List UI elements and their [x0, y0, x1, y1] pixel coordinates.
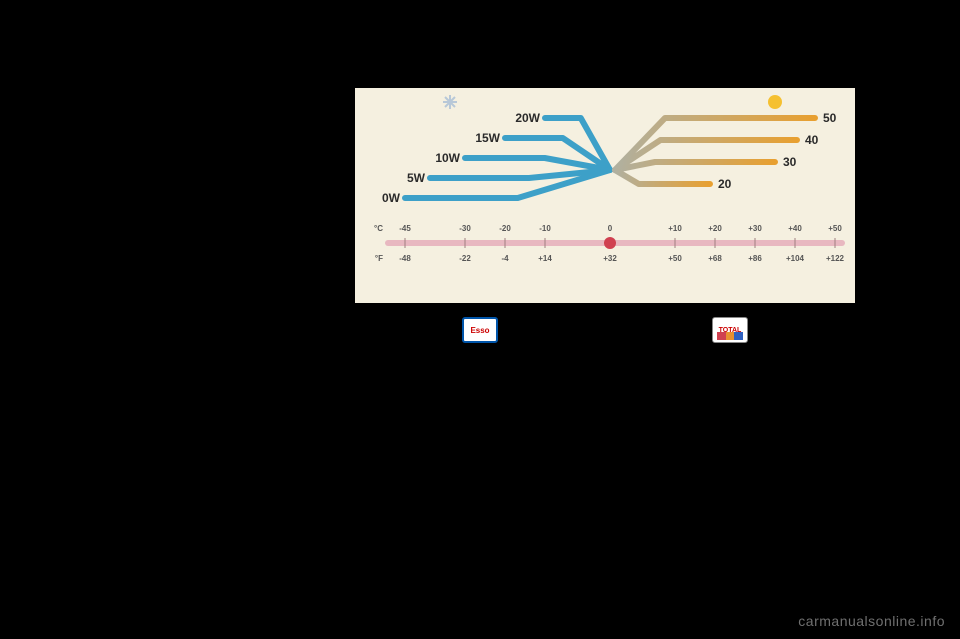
total-logo: TOTAL [712, 317, 748, 343]
thermometer [385, 237, 845, 249]
svg-text:30: 30 [783, 155, 797, 169]
svg-text:50: 50 [823, 111, 837, 125]
svg-text:+50: +50 [668, 254, 682, 263]
brand-logos: Esso TOTAL [355, 315, 855, 345]
svg-text:-48: -48 [399, 254, 411, 263]
svg-text:+122: +122 [826, 254, 845, 263]
svg-text:15W: 15W [475, 131, 500, 145]
svg-text:-20: -20 [499, 224, 511, 233]
svg-text:-10: -10 [539, 224, 551, 233]
fahrenheit-axis: °F -48 -22 -4 +14 +32 +50 +68 +86 +104 +122 [375, 254, 845, 263]
svg-text:+10: +10 [668, 224, 682, 233]
svg-text:+14: +14 [538, 254, 552, 263]
svg-text:5W: 5W [407, 171, 426, 185]
hot-grade-lines [615, 118, 815, 184]
hot-grade-labels: 50 40 30 20 [718, 111, 837, 191]
svg-text:+40: +40 [788, 224, 802, 233]
svg-text:40: 40 [805, 133, 819, 147]
svg-text:+50: +50 [828, 224, 842, 233]
svg-text:+104: +104 [786, 254, 805, 263]
total-logo-stripes [717, 332, 743, 340]
watermark: carmanualsonline.info [798, 613, 945, 629]
svg-text:-4: -4 [501, 254, 509, 263]
esso-logo-text: Esso [470, 326, 489, 335]
svg-text:20W: 20W [515, 111, 540, 125]
celsius-axis: °C -45 -30 -20 -10 0 +10 +20 +30 +40 +50 [374, 224, 842, 233]
svg-text:0W: 0W [382, 191, 401, 205]
svg-text:0: 0 [608, 224, 613, 233]
svg-text:10W: 10W [435, 151, 460, 165]
svg-text:-22: -22 [459, 254, 471, 263]
svg-text:+30: +30 [748, 224, 762, 233]
viscosity-chart: 20W 15W 10W 5W 0W 50 40 30 20 °C -45 -30 -20 -10 0 +1… [355, 88, 855, 303]
svg-text:+86: +86 [748, 254, 762, 263]
svg-text:°C: °C [374, 224, 383, 233]
esso-logo: Esso [462, 317, 498, 343]
svg-text:+68: +68 [708, 254, 722, 263]
sun-icon [768, 95, 782, 109]
snowflake-icon [443, 95, 457, 109]
svg-text:+20: +20 [708, 224, 722, 233]
svg-text:-45: -45 [399, 224, 411, 233]
svg-text:+32: +32 [603, 254, 617, 263]
chart-svg: 20W 15W 10W 5W 0W 50 40 30 20 °C -45 -30 -20 -10 0 +1… [355, 88, 855, 303]
svg-text:-30: -30 [459, 224, 471, 233]
svg-text:20: 20 [718, 177, 732, 191]
svg-text:°F: °F [375, 254, 383, 263]
